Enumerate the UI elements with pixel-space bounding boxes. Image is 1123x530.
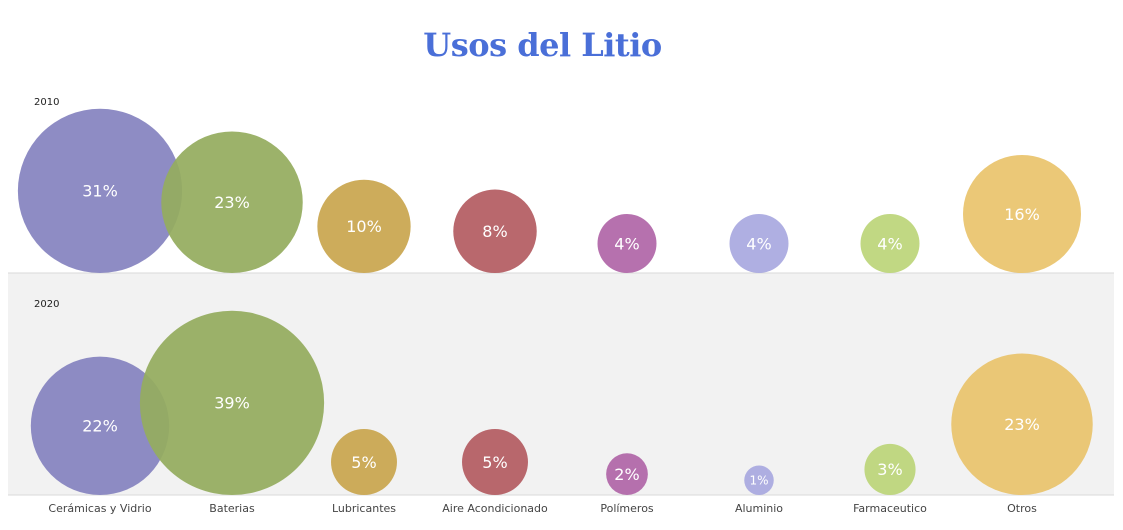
bubble-2010-0 [17, 108, 183, 273]
bubble-2020-1 [139, 310, 325, 496]
row-label-2020: 2020 [34, 299, 59, 310]
bubble-label-2010-5: 4% [746, 234, 771, 253]
category-label: Lubricantes [332, 502, 396, 515]
bubble-label-2020-4: 2% [614, 465, 639, 484]
bubble-label-2020-0: 22% [82, 417, 118, 436]
bubble-label-2010-7: 16% [1004, 205, 1040, 224]
bubble-label-2020-3: 5% [482, 453, 507, 472]
category-label: Cerámicas y Vidrio [48, 502, 151, 515]
bubble-label-2010-2: 10% [346, 217, 382, 236]
bubble-2020-6 [864, 443, 916, 495]
bubble-2010-7 [963, 155, 1081, 273]
bubble-2020-0 [30, 356, 170, 495]
bubble-label-2020-1: 39% [214, 394, 250, 413]
category-label: Otros [1007, 502, 1037, 515]
row-label-2010: 2010 [34, 97, 59, 108]
bubble-2020-2 [331, 429, 397, 495]
bubble-label-2020-6: 3% [877, 460, 902, 479]
bubble-2010-1 [161, 131, 303, 273]
category-label: Aire Acondicionado [442, 502, 548, 515]
bubble-label-2010-4: 4% [614, 234, 639, 253]
bubble-label-2020-5: 1% [749, 474, 768, 488]
bubble-label-2010-6: 4% [877, 234, 902, 253]
bubble-label-2010-3: 8% [482, 222, 507, 241]
bubble-2020-7 [951, 353, 1093, 495]
bubble-2010-3 [453, 189, 537, 273]
bubble-2020-3 [462, 429, 528, 495]
category-label: Polímeros [600, 502, 654, 515]
category-label: Baterias [209, 502, 255, 515]
chart-title: Usos del Litio [423, 26, 662, 64]
bubble-2010-6 [860, 214, 920, 273]
series-2020: 2020 22% 39% 5% 5% 2% 1% 3% 23% [30, 299, 1093, 496]
category-label: Aluminio [735, 502, 783, 515]
bubble-2020-5 [744, 465, 774, 495]
category-label: Farmaceutico [853, 502, 927, 515]
bubble-2010-4 [597, 214, 657, 273]
series-2010: 2010 31% 23% 10% 8% 4% 4% 4% 16% [17, 97, 1081, 273]
bubble-label-2010-1: 23% [214, 193, 250, 212]
bubble-2010-5 [729, 214, 789, 273]
bubble-2020-4 [606, 453, 648, 495]
bubble-2010-2 [317, 179, 411, 273]
bubble-label-2020-7: 23% [1004, 415, 1040, 434]
bubble-label-2020-2: 5% [351, 453, 376, 472]
bubble-label-2010-0: 31% [82, 182, 118, 201]
